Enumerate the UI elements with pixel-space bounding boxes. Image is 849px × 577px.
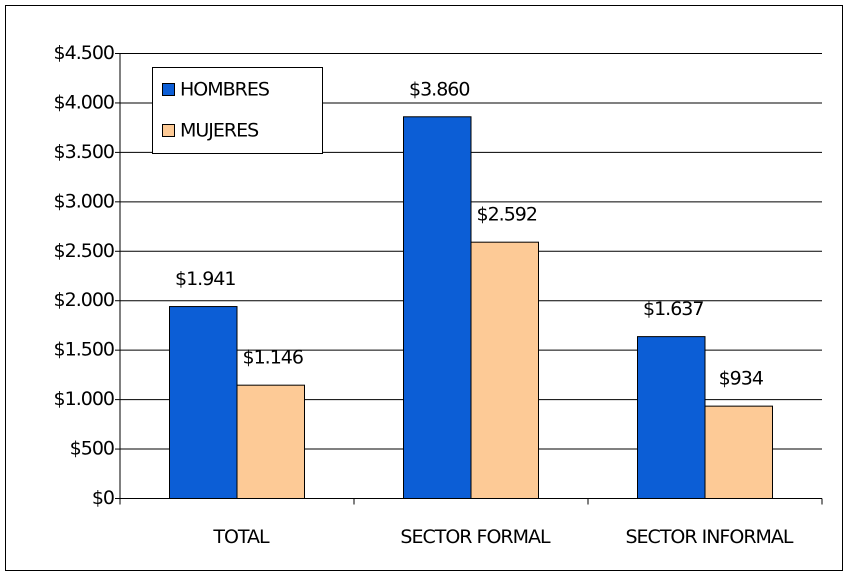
legend-swatch (162, 124, 175, 137)
legend-swatch (162, 83, 175, 96)
value-label: $1.146 (243, 347, 303, 369)
bar (236, 384, 305, 500)
value-label: $2.592 (477, 204, 537, 226)
y-tick-label: $1.000 (54, 388, 114, 410)
value-label: $3.860 (409, 78, 469, 100)
value-label: $934 (719, 368, 764, 390)
value-label: $1.941 (175, 268, 235, 290)
y-tick-label: $2.500 (54, 240, 114, 262)
x-tick-label: SECTOR FORMAL (400, 526, 551, 548)
bar (704, 405, 773, 500)
y-tick-label: $1.500 (54, 339, 114, 361)
y-tick-label: $4.000 (54, 91, 114, 113)
bar (470, 241, 539, 499)
bar (169, 306, 238, 499)
y-tick-label: $500 (70, 438, 114, 460)
y-tick-label: $2.000 (54, 289, 114, 311)
x-tick-label: TOTAL (212, 526, 270, 548)
x-tick-label: SECTOR INFORMAL (625, 526, 793, 548)
legend-label: MUJERES (180, 120, 258, 142)
legend-box (152, 67, 323, 154)
y-tick-label: $0 (92, 487, 114, 509)
y-tick-label: $3.500 (54, 141, 114, 163)
y-tick-label: $4.500 (54, 42, 114, 64)
legend-label: HOMBRES (180, 79, 269, 101)
y-tick-label: $3.000 (54, 190, 114, 212)
bar (637, 336, 706, 499)
bar (403, 116, 472, 500)
value-label: $1.637 (643, 298, 703, 320)
